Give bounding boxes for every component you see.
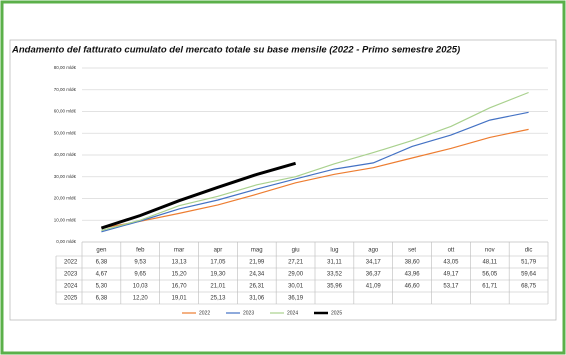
table-row-label: 2024: [64, 284, 78, 290]
table-cell: 19,01: [172, 296, 188, 302]
series-line: [101, 91, 529, 232]
table-cell: 25,13: [210, 296, 226, 302]
legend-label: 2025: [331, 310, 342, 316]
series-line: [101, 111, 529, 233]
y-tick-label: 60,00 mld€: [54, 109, 77, 114]
table-cell: 29,00: [288, 272, 304, 278]
table-cell: 15,20: [172, 272, 188, 278]
series-line: [101, 128, 529, 229]
table-cell: 34,17: [366, 260, 382, 266]
table-cell: 53,17: [443, 284, 459, 290]
table-cell: 19,30: [210, 272, 226, 278]
table-row-label: 2025: [64, 296, 78, 302]
table-cell: 43,96: [405, 272, 421, 278]
table-cell: 46,60: [405, 284, 421, 290]
y-tick-label: 10,00 mld€: [54, 217, 77, 222]
x-tick-label: dic: [525, 248, 533, 254]
x-tick-label: nov: [485, 248, 495, 254]
x-tick-label: apr: [214, 248, 223, 254]
legend-label: 2023: [243, 310, 254, 316]
y-tick-label: 20,00 mld€: [54, 196, 77, 201]
table-cell: 26,31: [249, 284, 265, 290]
table-row-label: 2022: [64, 260, 78, 266]
table-cell: 4,67: [96, 272, 108, 278]
x-tick-label: ago: [368, 248, 379, 254]
x-tick-label: ott: [448, 248, 455, 254]
x-tick-label: gen: [96, 248, 106, 254]
table-cell: 36,37: [366, 272, 382, 278]
chart-box: [9, 39, 557, 321]
table-cell: 36,19: [288, 296, 304, 302]
table-cell: 10,03: [133, 284, 149, 290]
x-tick-label: lug: [330, 248, 338, 254]
table-cell: 16,70: [172, 284, 188, 290]
x-tick-label: giu: [292, 248, 300, 254]
table-cell: 9,53: [134, 260, 146, 266]
table-cell: 30,01: [288, 284, 304, 290]
table-cell: 9,65: [134, 272, 146, 278]
table-cell: 5,30: [96, 284, 108, 290]
table-cell: 17,05: [210, 260, 226, 266]
table-cell: 48,11: [482, 260, 497, 266]
table-cell: 38,60: [405, 260, 421, 266]
table-cell: 31,11: [327, 260, 342, 266]
table-cell: 27,21: [288, 260, 304, 266]
x-tick-label: set: [408, 248, 416, 254]
y-tick-label: 50,00 mld€: [54, 130, 77, 135]
table-cell: 13,13: [172, 260, 188, 266]
table-cell: 24,34: [249, 272, 265, 278]
x-tick-label: feb: [136, 248, 145, 254]
y-tick-label: 40,00 mld€: [54, 152, 77, 157]
table-cell: 6,38: [96, 260, 108, 266]
series-line: [100, 161, 297, 230]
legend-label: 2022: [199, 310, 210, 316]
table-cell: 6,38: [96, 296, 108, 302]
table-cell: 59,64: [521, 272, 537, 278]
y-tick-label: 0,00 mld€: [56, 239, 76, 244]
table-cell: 33,52: [327, 272, 343, 278]
table-cell: 61,71: [482, 284, 498, 290]
table-cell: 35,96: [327, 284, 343, 290]
table-cell: 12,20: [133, 296, 149, 302]
table-cell: 51,79: [521, 260, 537, 266]
table-cell: 56,05: [482, 272, 498, 278]
y-tick-label: 30,00 mld€: [54, 174, 77, 179]
table-cell: 21,01: [210, 284, 226, 290]
legend-label: 2024: [287, 310, 298, 316]
x-tick-label: mar: [174, 248, 184, 254]
table-cell: 41,09: [366, 284, 382, 290]
table-cell: 21,99: [249, 260, 265, 266]
chart-title: Andamento del fatturato cumulato del mer…: [11, 45, 460, 56]
table-cell: 43,05: [443, 260, 459, 266]
y-tick-label: 70,00 mld€: [54, 87, 77, 92]
table-cell: 49,17: [443, 272, 459, 278]
y-tick-label: 80,00 mld€: [54, 65, 77, 70]
x-tick-label: mag: [251, 248, 263, 254]
table-cell: 68,75: [521, 284, 537, 290]
table-row-label: 2023: [64, 272, 78, 278]
table-cell: 31,06: [249, 296, 265, 302]
